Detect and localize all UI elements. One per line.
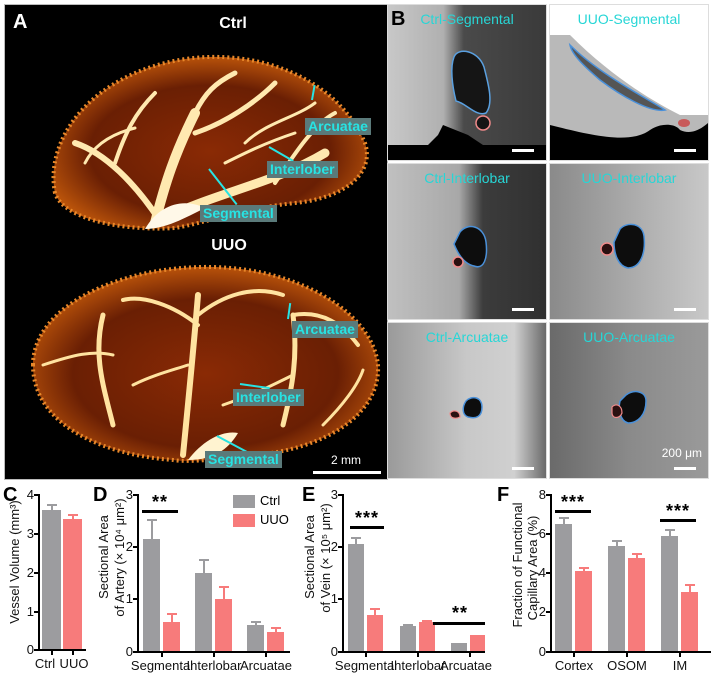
f-sig-im: ***	[665, 501, 691, 521]
d-y-axis	[137, 494, 139, 653]
c-bar-ctrl	[42, 510, 61, 649]
panel-b-oct-images: B Ctrl-Segmental UUO-Segmental Ctrl-Inte…	[387, 4, 709, 479]
scale-bar	[512, 308, 534, 311]
ctrl-title: Ctrl	[219, 15, 247, 32]
ctrl-arcuatae-label: Arcuatae	[305, 118, 371, 135]
e-cat-arcuatae: Arcuatae	[439, 658, 493, 673]
e-y-axis	[342, 494, 344, 653]
tile-ctrl-segmental: Ctrl-Segmental	[387, 4, 547, 161]
c-bar-uuo	[63, 519, 82, 649]
c-cat-ctrl: Ctrl	[34, 656, 56, 671]
legend-ctrl: Ctrl	[260, 493, 281, 508]
f-cat-osom: OSOM	[607, 658, 647, 673]
d-sig-segmental: **	[151, 492, 169, 512]
legend-swatch-uuo	[233, 514, 255, 527]
ctrl-interlober-label: Interlober	[267, 161, 338, 178]
d-y-axis-label-line1: Sectional Area	[96, 515, 111, 599]
vessel-outlines	[388, 50, 546, 160]
legend-swatch-ctrl	[233, 495, 255, 508]
panel-letter-b: B	[391, 8, 406, 30]
tile-title: Ctrl-Segmental	[420, 11, 514, 27]
legend-uuo: UUO	[260, 512, 289, 527]
vessel-outlines	[452, 225, 488, 268]
uuo-segmental-label: Segmental	[205, 451, 282, 468]
scale-bar	[512, 149, 534, 152]
panel-d-artery-area-chart: D Sectional Area of Artery (× 10⁴ μm²) 3…	[93, 484, 293, 673]
uuo-arcuatae-label: Arcuatae	[292, 321, 358, 338]
tile-title: UUO-Interlobar	[581, 170, 677, 186]
panel-e-vein-area-chart: E Sectional Area of Vein (× 10⁵ μm²) 3 2…	[302, 484, 493, 673]
f-cat-im: IM	[672, 658, 688, 673]
tile-uuo-interlobar: UUO-Interlobar	[549, 163, 709, 320]
d-y-axis-label-line2: of Artery (× 10⁴ μm²)	[112, 498, 127, 617]
e-cat-segmental: Segmental	[334, 658, 398, 673]
f-sig-cortex: ***	[560, 492, 586, 512]
e-sig-arcuatae: **	[451, 603, 469, 623]
d-cat-interlobar: Interlobar	[186, 658, 242, 673]
e-y-axis-label-line1: Sectional Area	[302, 515, 317, 599]
e-y-axis-label-line2: of Vein (× 10⁵ μm²)	[318, 503, 333, 613]
tile-uuo-arcuatae: UUO-Arcuatae 200 μm	[549, 322, 709, 479]
tile-ctrl-arcuatae: Ctrl-Arcuatae	[387, 322, 547, 479]
vessel-outlines	[449, 396, 483, 419]
scale-bar	[512, 467, 534, 470]
tile-title: UUO-Segmental	[577, 11, 681, 27]
c-x-axis	[38, 649, 86, 651]
vessel-outlines	[611, 390, 647, 424]
scale-bar	[674, 467, 696, 470]
uuo-kidney-render	[30, 264, 381, 463]
d-cat-arcuatae: Arcuatae	[239, 658, 293, 673]
panel-a-vascular-renders: A Ctrl Arcuatae Interlober Segmental	[4, 4, 388, 480]
c-cat-uuo: UUO	[59, 656, 89, 671]
tile-ctrl-interlobar: Ctrl-Interlobar	[387, 163, 547, 320]
scale-bar	[674, 149, 696, 152]
scale-bar	[674, 308, 696, 311]
c-y-axis	[38, 494, 40, 651]
e-x-axis	[342, 651, 485, 653]
panel-f-capillary-fraction-chart: F Fraction of Functional Capillary Area …	[485, 480, 711, 680]
panel-letter-a: A	[13, 11, 28, 33]
d-cat-segmental: Segmental	[130, 658, 194, 673]
tile-title: Ctrl-Arcuatae	[425, 329, 509, 345]
e-cat-interlobar: Interlobar	[390, 658, 446, 673]
vessel-outlines	[600, 223, 646, 269]
tile-title: Ctrl-Interlobar	[424, 170, 510, 186]
uuo-title: UUO	[211, 237, 247, 254]
f-cat-cortex: Cortex	[554, 658, 594, 673]
e-sig-segmental: ***	[354, 508, 380, 528]
d-x-axis	[137, 651, 290, 653]
scale-bar-2mm	[313, 471, 381, 474]
scale-label-200um: 200 μm	[661, 446, 702, 460]
ctrl-segmental-label: Segmental	[200, 205, 277, 222]
f-x-axis	[550, 651, 711, 653]
f-y-axis-label-line1: Fraction of Functional	[510, 502, 525, 628]
vessel-outlines	[550, 35, 708, 160]
tile-uuo-segmental: UUO-Segmental	[549, 4, 709, 161]
f-y-axis	[550, 494, 552, 653]
panel-c-vessel-volume-chart: C Vessel Volume (mm³) 4 3 2 1 0 Ctrl UUO	[3, 484, 89, 671]
ctrl-kidney-render	[51, 54, 369, 231]
tile-title: UUO-Arcuatae	[583, 329, 675, 345]
scale-label-2mm: 2 mm	[331, 453, 361, 467]
uuo-interlober-label: Interlober	[233, 389, 304, 406]
